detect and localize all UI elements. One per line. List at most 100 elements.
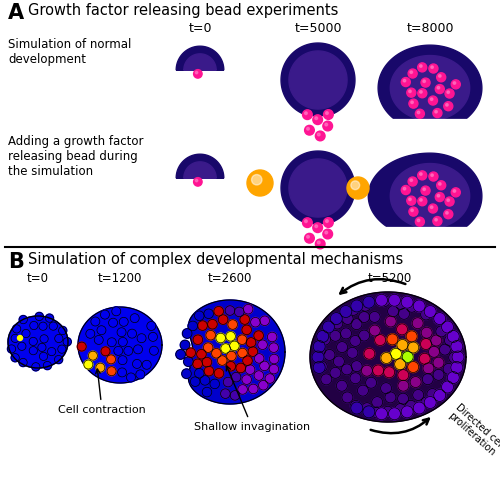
Circle shape <box>97 326 106 334</box>
Circle shape <box>316 330 328 342</box>
Circle shape <box>184 357 193 366</box>
Circle shape <box>347 177 369 199</box>
Circle shape <box>384 367 394 378</box>
Circle shape <box>194 368 204 378</box>
Circle shape <box>433 216 442 226</box>
Circle shape <box>452 351 464 363</box>
Circle shape <box>330 368 341 378</box>
Circle shape <box>330 330 341 342</box>
Circle shape <box>200 376 210 385</box>
Circle shape <box>445 197 454 206</box>
Circle shape <box>398 370 409 380</box>
Circle shape <box>408 198 411 200</box>
Circle shape <box>363 296 375 308</box>
Circle shape <box>226 332 235 341</box>
Circle shape <box>340 328 351 339</box>
Circle shape <box>304 112 308 114</box>
Text: t=5200: t=5200 <box>368 272 412 285</box>
Circle shape <box>418 88 427 98</box>
Polygon shape <box>284 117 352 136</box>
Circle shape <box>447 91 450 94</box>
Circle shape <box>118 338 128 346</box>
Circle shape <box>348 304 359 316</box>
Circle shape <box>29 338 38 345</box>
Circle shape <box>130 314 139 322</box>
Circle shape <box>188 321 198 330</box>
Circle shape <box>230 390 240 400</box>
Circle shape <box>418 196 427 206</box>
Circle shape <box>54 334 63 342</box>
Circle shape <box>350 336 361 346</box>
Circle shape <box>38 344 46 351</box>
Circle shape <box>208 320 218 329</box>
Circle shape <box>413 300 425 312</box>
Circle shape <box>420 173 422 176</box>
Circle shape <box>304 234 314 243</box>
Circle shape <box>322 321 334 333</box>
Circle shape <box>397 340 408 350</box>
Circle shape <box>369 312 380 322</box>
Circle shape <box>351 181 360 190</box>
Circle shape <box>58 345 66 354</box>
Circle shape <box>388 306 398 317</box>
Circle shape <box>212 348 221 358</box>
Circle shape <box>417 219 420 222</box>
Polygon shape <box>378 45 482 131</box>
Circle shape <box>406 301 418 312</box>
Circle shape <box>442 381 454 393</box>
Circle shape <box>216 333 226 343</box>
Circle shape <box>433 370 444 380</box>
Circle shape <box>91 317 100 326</box>
Circle shape <box>408 342 419 353</box>
Circle shape <box>320 334 330 345</box>
Circle shape <box>321 374 332 385</box>
Circle shape <box>420 198 422 201</box>
Circle shape <box>119 318 128 326</box>
Circle shape <box>418 63 426 72</box>
Circle shape <box>385 392 396 403</box>
Polygon shape <box>176 154 224 178</box>
Circle shape <box>364 348 375 359</box>
Polygon shape <box>188 300 285 404</box>
Circle shape <box>416 218 424 226</box>
Circle shape <box>350 400 362 411</box>
Circle shape <box>260 316 270 326</box>
Circle shape <box>118 368 126 377</box>
Circle shape <box>182 328 192 338</box>
Circle shape <box>362 402 372 413</box>
Circle shape <box>136 370 145 379</box>
Circle shape <box>186 348 196 358</box>
Circle shape <box>436 73 446 82</box>
Circle shape <box>260 361 270 370</box>
Circle shape <box>325 231 328 234</box>
Circle shape <box>246 365 255 374</box>
Circle shape <box>316 361 328 372</box>
Circle shape <box>336 342 347 352</box>
Polygon shape <box>8 316 68 368</box>
Circle shape <box>190 377 200 386</box>
Circle shape <box>408 90 411 92</box>
Circle shape <box>306 236 310 238</box>
Circle shape <box>114 346 123 356</box>
Text: Directed cell
proliferation: Directed cell proliferation <box>446 402 500 459</box>
Circle shape <box>347 348 358 358</box>
Circle shape <box>315 117 318 119</box>
Circle shape <box>204 343 213 352</box>
Circle shape <box>218 356 227 366</box>
Polygon shape <box>289 51 347 109</box>
Circle shape <box>342 392 353 403</box>
Circle shape <box>148 332 158 342</box>
Circle shape <box>351 360 362 372</box>
Text: Simulation of complex developmental mechanisms: Simulation of complex developmental mech… <box>28 252 403 267</box>
Circle shape <box>421 186 430 195</box>
Circle shape <box>374 334 386 345</box>
Circle shape <box>351 318 362 330</box>
Polygon shape <box>385 228 475 257</box>
Circle shape <box>433 357 444 368</box>
Circle shape <box>204 309 214 318</box>
Circle shape <box>420 338 432 349</box>
Circle shape <box>77 342 86 351</box>
Circle shape <box>445 89 454 98</box>
Circle shape <box>193 359 202 368</box>
Circle shape <box>236 363 246 373</box>
